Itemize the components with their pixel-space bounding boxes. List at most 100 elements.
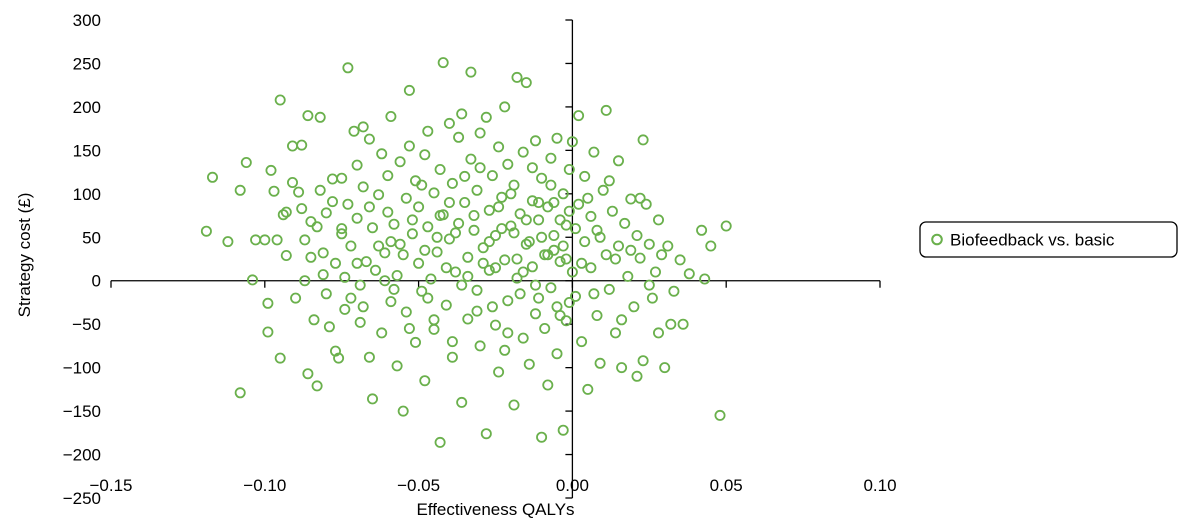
y-tick-label: −150 [63,402,101,421]
data-point [643,238,655,250]
data-point [373,240,385,252]
data-point [379,247,391,259]
data-point [453,217,465,229]
data-point [342,62,354,74]
data-point [502,327,514,339]
data-point [413,201,425,213]
y-tick-label: 100 [73,185,101,204]
data-point [329,257,341,269]
data-point [554,309,566,321]
data-point [342,198,354,210]
data-point [705,240,717,252]
data-point [557,424,569,436]
data-point [563,205,575,217]
data-point [345,240,357,252]
data-point [419,149,431,161]
data-point [437,57,449,69]
data-point [600,104,612,116]
data-point [511,253,523,265]
data-point [533,214,545,226]
data-point [616,314,628,326]
data-point [286,176,298,188]
data-point [385,111,397,123]
data-point [397,405,409,417]
data-point [449,266,461,278]
data-point [656,249,668,261]
data-point [582,383,594,395]
data-point [376,148,388,160]
data-point [397,249,409,261]
data-point [200,225,212,237]
data-point [416,179,428,191]
y-tick-label: −250 [63,489,101,508]
data-point [317,247,329,259]
data-point [613,240,625,252]
data-point [545,152,557,164]
data-point [471,284,483,296]
data-point [517,332,529,344]
data-point [640,198,652,210]
x-tick-label: 0.10 [863,476,896,495]
data-point [508,399,520,411]
x-axis-ticks: −0.15 −0.10 −0.05 0.00 0.05 0.10 [89,280,897,495]
data-point [536,231,548,243]
data-point [434,209,446,221]
data-point [403,140,415,152]
data-point [563,296,575,308]
data-point [520,77,532,89]
data-point [296,139,308,151]
data-point [533,196,545,208]
data-point [683,268,695,280]
data-point [551,132,563,144]
data-point [459,170,471,182]
legend: Biofeedback vs. basic [919,221,1178,258]
data-point [585,210,597,222]
x-tick-label: −0.05 [397,476,440,495]
data-point [302,110,314,122]
data-point [523,358,535,370]
data-point [305,216,317,228]
data-point [382,206,394,218]
data-point [354,316,366,328]
data-point [409,336,421,348]
data-point [456,279,468,291]
data-point [394,238,406,250]
data-point [462,270,474,282]
data-point [391,269,403,281]
data-point [619,217,631,229]
data-point [443,233,455,245]
data-point [394,156,406,168]
data-point [385,296,397,308]
data-point [634,192,646,204]
data-point [622,270,634,282]
data-point [305,251,317,263]
data-point [323,321,335,333]
data-point [499,344,511,356]
data-point [557,188,569,200]
data-point [240,156,252,168]
data-point [293,186,305,198]
data-point [526,261,538,273]
data-point [422,125,434,137]
data-point [259,234,271,246]
y-tick-label: −100 [63,359,101,378]
data-point [505,188,517,200]
data-point [462,251,474,263]
data-point [351,212,363,224]
data-point [308,314,320,326]
data-point [403,84,415,96]
data-point [536,431,548,443]
data-point [400,192,412,204]
data-point [262,297,274,309]
data-point [530,135,542,147]
data-point [222,236,234,248]
data-point [606,205,618,217]
data-point [533,292,545,304]
data-point [286,140,298,152]
data-point [560,253,572,265]
data-point [446,351,458,363]
data-point [360,256,372,268]
data-point [277,209,289,221]
data-point [508,227,520,239]
data-point [262,326,274,338]
